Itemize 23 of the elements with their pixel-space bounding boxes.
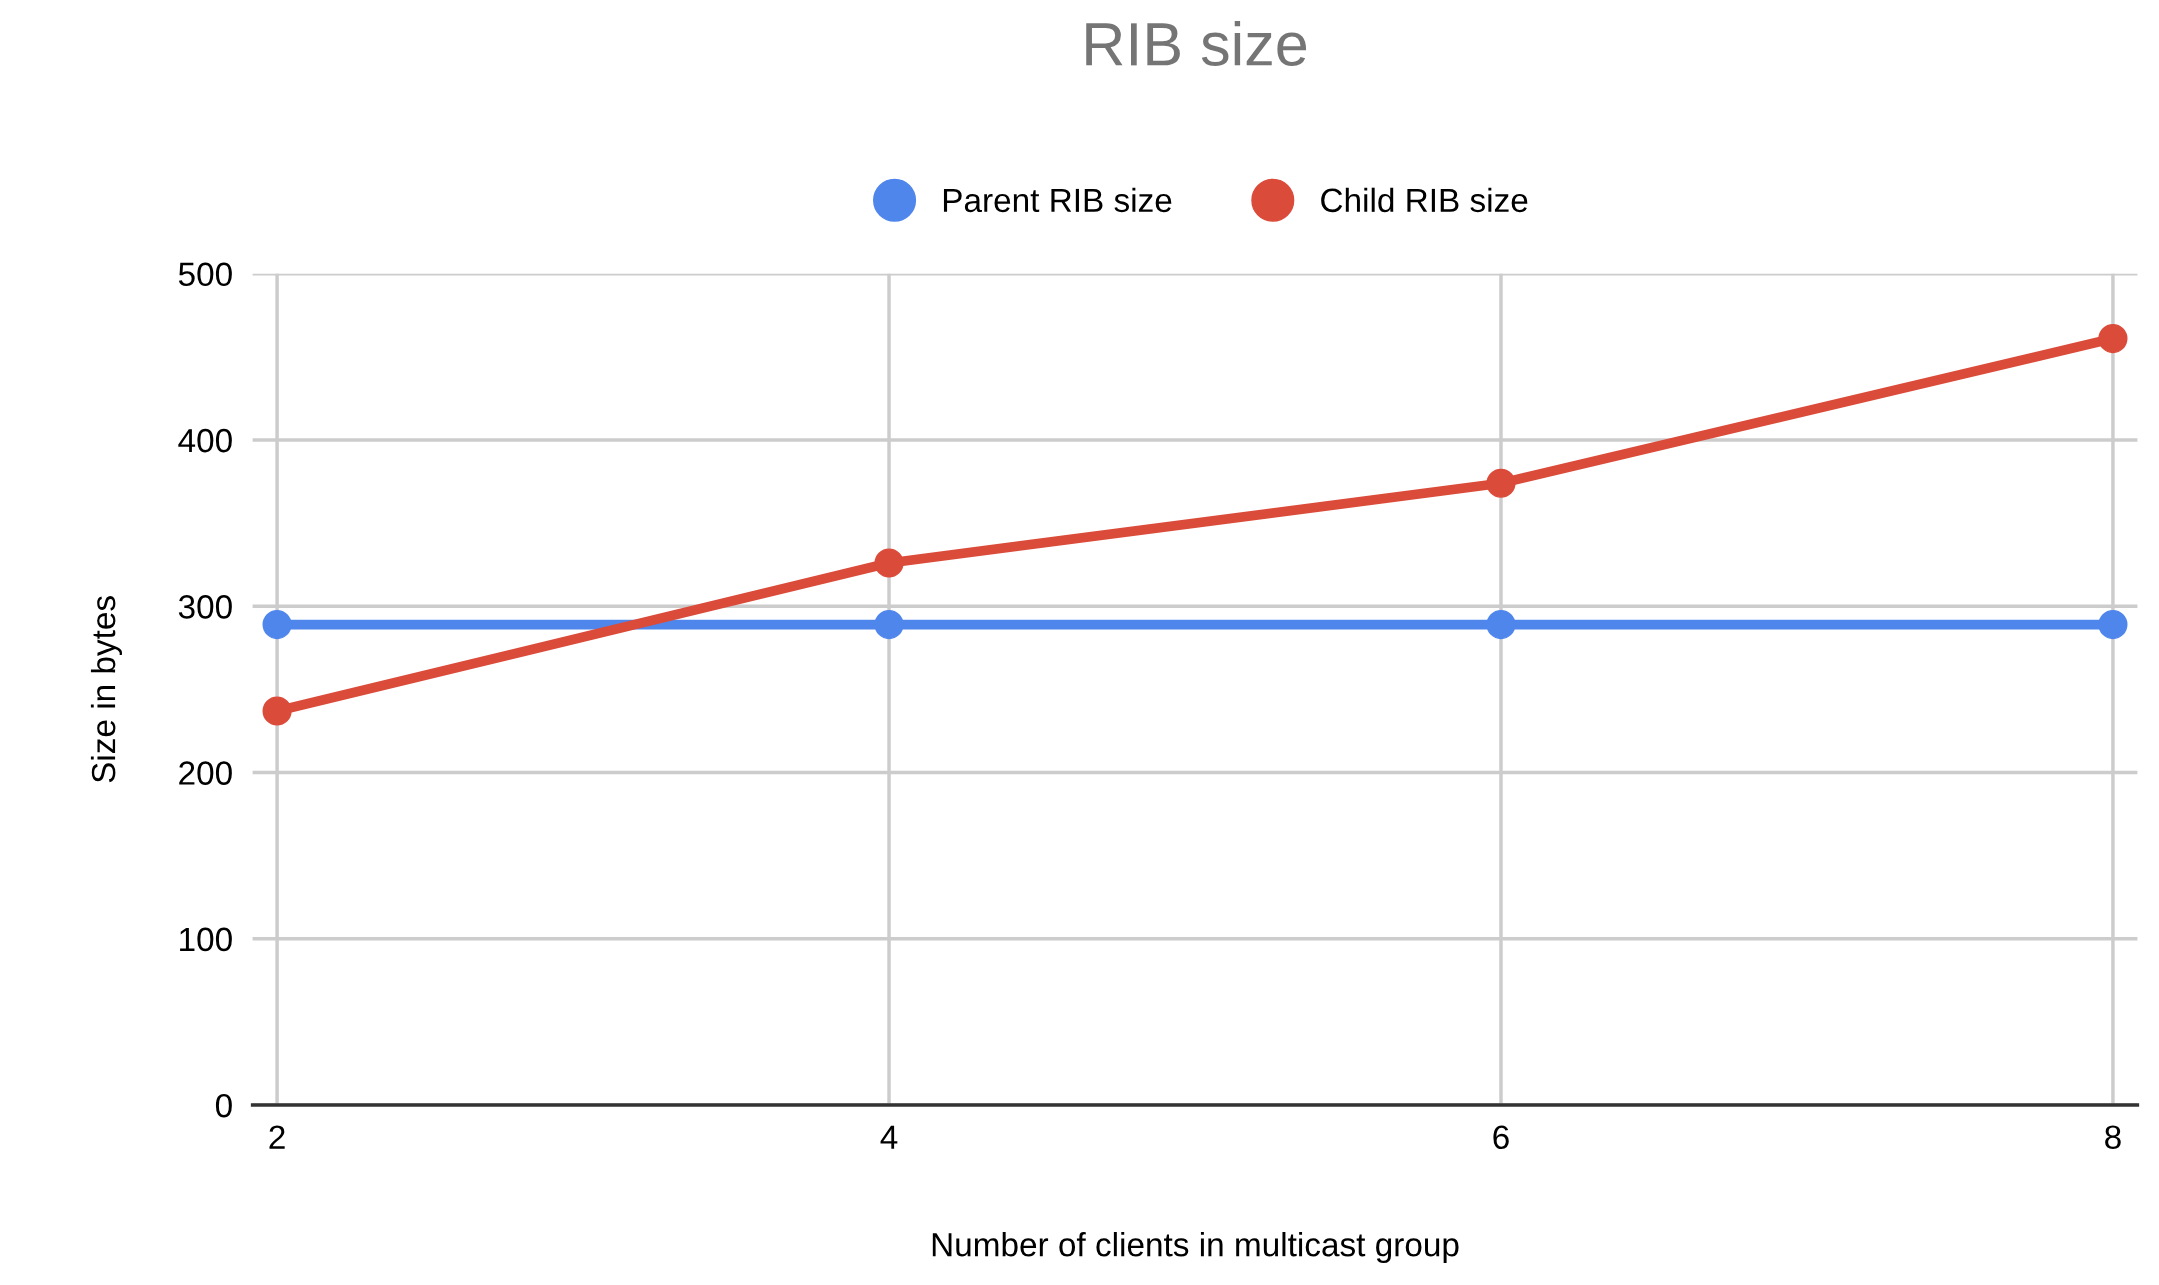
x-tick-label: 8 (2105, 1125, 2121, 1150)
y-tick-label: 300 (178, 595, 232, 619)
point (2098, 609, 2128, 640)
x-tick-label: 2 (269, 1125, 285, 1149)
legend-label: Child RIB size (1321, 187, 1528, 213)
point (262, 609, 292, 640)
point (1486, 609, 1516, 640)
y-tick-label: 0 (215, 1093, 232, 1118)
y-tick-label: 100 (180, 927, 232, 952)
x-axis-title: Number of clients in multicast group (932, 1232, 1459, 1264)
legend-label: Parent RIB size (943, 187, 1172, 213)
x-tick-label: 6 (1493, 1125, 1509, 1150)
point (874, 548, 904, 578)
x-tick-label: 4 (880, 1125, 898, 1149)
y-tick-label: 500 (178, 262, 232, 287)
point (262, 696, 292, 726)
chart-title: RIB size (1086, 21, 1307, 66)
point (2098, 323, 2128, 354)
y-axis-title: Size in bytes (90, 596, 122, 783)
y-tick-label: 200 (179, 761, 232, 785)
y-tick-label: 400 (178, 428, 232, 453)
point (874, 609, 904, 640)
point (1486, 468, 1516, 498)
